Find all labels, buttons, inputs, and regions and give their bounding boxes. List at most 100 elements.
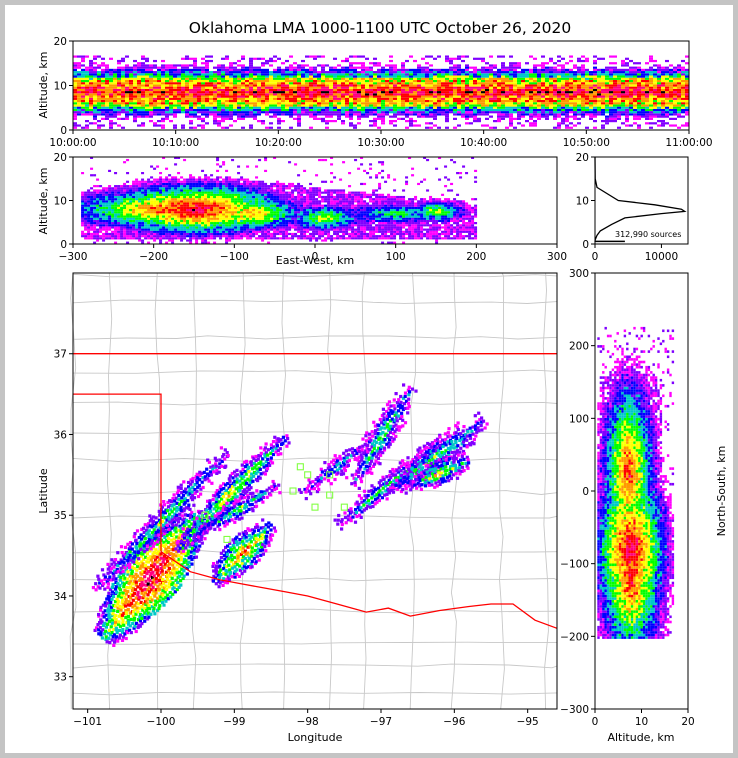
ew-altitude-cell	[132, 228, 136, 231]
time-height-cell	[157, 82, 161, 85]
time-height-cell	[301, 95, 305, 98]
ew-altitude-cell	[150, 176, 154, 179]
time-height-cell	[553, 117, 557, 120]
time-height-cell	[677, 77, 681, 80]
time-height-cell	[481, 68, 485, 72]
time-height-cell	[597, 113, 601, 116]
time-height-cell	[577, 93, 581, 96]
time-height-cell	[501, 93, 505, 96]
time-height-cell	[161, 79, 165, 83]
time-height-cell	[597, 102, 601, 105]
time-height-cell	[281, 104, 285, 107]
time-height-cell	[105, 68, 109, 72]
time-height-cell	[169, 108, 173, 112]
ew-altitude-cell	[156, 224, 160, 227]
time-height-cell	[565, 104, 569, 107]
ew-altitude-cell	[162, 182, 166, 186]
time-height-cell	[509, 124, 513, 127]
time-height-cell	[481, 82, 485, 85]
time-height-cell	[193, 79, 197, 83]
ew-altitude-cell	[105, 237, 109, 240]
time-height-cell	[245, 91, 249, 94]
time-height-cell	[657, 111, 661, 114]
time-height-cell	[533, 68, 537, 72]
time-height-cell	[177, 95, 181, 98]
time-height-cell	[369, 73, 373, 76]
time-height-cell	[461, 91, 465, 94]
time-height-cell	[345, 115, 349, 118]
ew-altitude-cell	[99, 198, 103, 201]
ew-altitude-cell	[168, 182, 172, 186]
time-height-cell	[209, 88, 213, 92]
time-height-cell	[317, 106, 321, 109]
time-height-cell	[577, 73, 581, 76]
time-height-cell	[597, 95, 601, 98]
time-height-cell	[205, 86, 209, 89]
time-height-cell	[137, 106, 141, 109]
time-height-cell	[229, 124, 233, 127]
time-height-cell	[461, 77, 465, 80]
ew-altitude-cell	[105, 189, 109, 192]
time-height-cell	[269, 57, 273, 60]
time-height-cell	[673, 117, 677, 120]
time-height-cell	[485, 71, 489, 74]
time-height-cell	[257, 111, 261, 114]
time-height-cell	[381, 66, 385, 69]
time-height-cell	[305, 88, 309, 92]
time-height-cell	[381, 102, 385, 105]
time-height-cell	[429, 113, 433, 116]
ew-altitude-cell	[195, 224, 199, 227]
time-height-cell	[261, 106, 265, 109]
time-height-cell	[493, 106, 497, 109]
time-height-cell	[157, 77, 161, 80]
ew-altitude-cell	[186, 187, 190, 190]
ew-altitude-cell	[159, 195, 163, 199]
ew-altitude-cell	[81, 206, 85, 209]
time-height-cell	[169, 86, 173, 89]
ew-altitude-cell	[171, 189, 175, 192]
time-height-cell	[653, 113, 657, 116]
time-height-cell	[253, 115, 257, 118]
time-height-cell	[273, 71, 277, 74]
time-height-cell	[297, 117, 301, 120]
time-height-cell	[209, 113, 213, 116]
time-height-cell	[681, 73, 685, 76]
ew-altitude-cell	[84, 206, 88, 209]
ew-altitude-cell	[180, 176, 184, 179]
ew-altitude-cell	[159, 211, 163, 214]
time-height-cell	[269, 106, 273, 109]
time-height-cell	[145, 102, 149, 105]
time-height-cell	[81, 93, 85, 96]
ew-altitude-cell	[141, 235, 145, 238]
time-height-cell	[601, 126, 605, 129]
time-height-cell	[353, 66, 357, 69]
time-height-cell	[85, 84, 89, 87]
time-height-cell	[509, 102, 513, 105]
time-height-cell	[609, 55, 613, 58]
time-height-cell	[377, 104, 381, 107]
ew-altitude-cell	[120, 204, 124, 207]
time-height-cell	[453, 102, 457, 105]
time-height-cell	[157, 66, 161, 69]
ew-altitude-cell	[168, 232, 172, 236]
time-height-cell	[617, 97, 621, 100]
ew-altitude-cell	[96, 178, 100, 181]
time-height-cell	[605, 120, 609, 123]
time-height-cell	[633, 102, 637, 105]
time-height-cell	[473, 82, 477, 85]
ew-altitude-cell	[165, 211, 169, 214]
ew-altitude-cell	[105, 213, 109, 216]
time-height-cell	[349, 66, 353, 69]
time-height-cell	[673, 77, 677, 80]
time-height-cell	[429, 77, 433, 80]
time-height-cell	[265, 126, 269, 129]
time-height-cell	[389, 102, 393, 105]
time-height-cell	[385, 88, 389, 92]
time-height-cell	[253, 113, 257, 116]
ew-altitude-cell	[90, 191, 94, 194]
ew-altitude-cell	[159, 187, 163, 190]
time-height-cell	[349, 68, 353, 72]
time-height-cell	[349, 71, 353, 74]
ew-altitude-cell	[189, 206, 193, 209]
time-height-cell	[381, 104, 385, 107]
